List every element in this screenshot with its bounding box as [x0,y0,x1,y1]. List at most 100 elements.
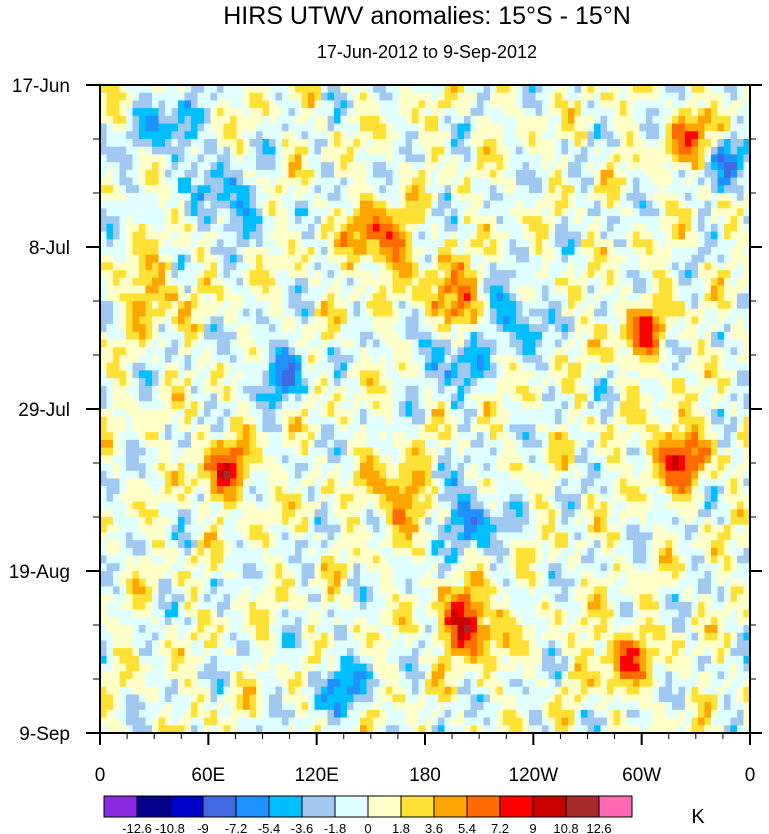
heatmap-cell [431,85,439,94]
heatmap-cell [665,447,673,456]
heatmap-cell [438,455,446,464]
heatmap-cell [165,378,173,387]
heatmap-cell [301,216,309,225]
heatmap-cell [672,177,680,186]
heatmap-cell [412,378,420,387]
heatmap-cell [373,347,381,356]
heatmap-cell [405,424,413,433]
heatmap-cell [516,262,524,271]
heatmap-cell [548,385,556,395]
heatmap-cell [451,362,459,372]
heatmap-cell [301,154,309,163]
heatmap-cell [132,115,140,125]
heatmap-cell [256,339,264,348]
heatmap-cell [275,262,283,271]
heatmap-cell [548,146,556,156]
heatmap-cell [548,92,556,102]
heatmap-cell [308,331,316,341]
heatmap-cell [730,92,738,102]
heatmap-cell [542,193,550,202]
heatmap-cell [412,92,420,102]
heatmap-cell [256,108,264,117]
heatmap-cell [483,200,491,210]
heatmap-cell [529,270,537,279]
heatmap-cell [295,416,303,426]
heatmap-cell [685,385,693,395]
heatmap-cell [301,416,309,426]
heatmap-cell [347,370,355,379]
heatmap-cell [542,324,550,333]
heatmap-cell [282,239,290,248]
heatmap-cell [139,200,147,210]
heatmap-cell [230,432,238,441]
heatmap-cell [399,409,407,418]
heatmap-cell [568,131,576,140]
heatmap-cell [678,285,686,294]
heatmap-cell [444,139,452,148]
heatmap-cell [652,108,660,117]
heatmap-cell [561,362,569,372]
heatmap-cell [243,401,251,410]
heatmap-cell [340,162,348,171]
heatmap-cell [373,208,381,217]
heatmap-cell [607,270,615,279]
heatmap-cell [301,254,309,264]
heatmap-cell [399,316,407,325]
heatmap-cell [236,355,244,364]
heatmap-cell [581,385,589,395]
heatmap-cell [600,223,608,233]
heatmap-cell [217,262,225,271]
heatmap-cell [353,362,361,372]
heatmap-cell [353,92,361,102]
heatmap-cell [249,424,257,433]
heatmap-cell [223,393,231,402]
heatmap-cell [659,169,667,179]
heatmap-cell [139,169,147,179]
heatmap-cell [672,331,680,341]
heatmap-cell [646,455,654,464]
heatmap-cell [548,277,556,287]
heatmap-cell [574,270,582,279]
heatmap-cell [652,154,660,163]
heatmap-cell [555,216,563,225]
heatmap-cell [451,455,459,464]
heatmap-cell [139,262,147,271]
heatmap-cell [256,177,264,186]
heatmap-cell [301,231,309,240]
heatmap-cell [555,254,563,264]
heatmap-cell [139,239,147,248]
heatmap-cell [217,108,225,117]
heatmap-cell [691,293,699,302]
heatmap-cell [308,123,316,132]
heatmap-cell [711,347,719,356]
heatmap-cell [314,455,322,464]
heatmap-cell [100,193,108,202]
heatmap-cell [529,239,537,248]
heatmap-cell [665,301,673,310]
heatmap-cell [548,254,556,264]
heatmap-cell [392,169,400,179]
heatmap-cell [373,393,381,402]
heatmap-cell [152,108,160,117]
heatmap-cell [412,154,420,163]
heatmap-cell [165,262,173,271]
heatmap-cell [191,424,199,433]
heatmap-cell [594,277,602,287]
heatmap-cell [535,193,543,202]
heatmap-cell [737,123,745,132]
heatmap-cell [444,370,452,379]
heatmap-cell [197,285,205,294]
heatmap-cell [379,85,387,94]
heatmap-cell [438,216,446,225]
heatmap-cell [464,208,472,217]
heatmap-cell [665,455,673,464]
heatmap-cell [334,108,342,117]
heatmap-cell [581,285,589,294]
heatmap-cell [724,447,732,456]
heatmap-cell [217,162,225,171]
heatmap-cell [360,223,368,233]
heatmap-cell [581,293,589,302]
heatmap-cell [399,455,407,464]
heatmap-cell [548,331,556,341]
heatmap-cell [730,285,738,294]
